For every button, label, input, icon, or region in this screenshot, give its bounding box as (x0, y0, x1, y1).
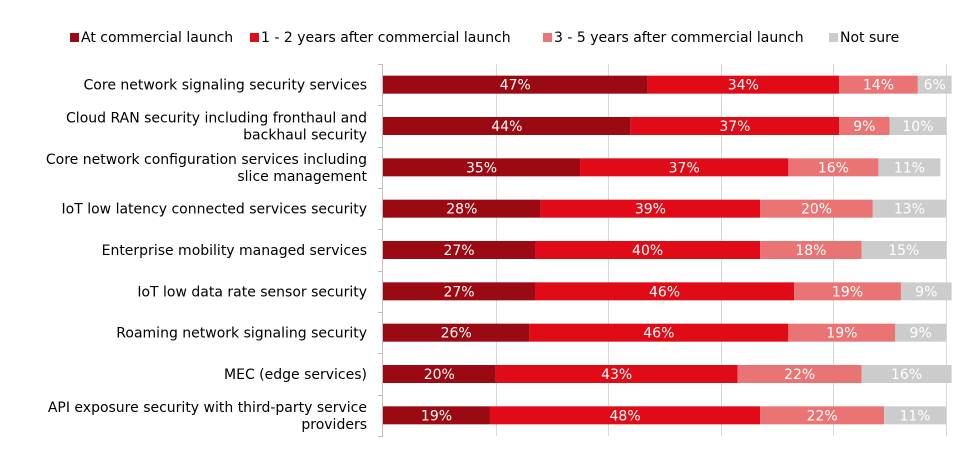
data-label: 13% (894, 202, 925, 218)
bar-segment (383, 117, 631, 135)
bar-segment (889, 117, 946, 135)
chart-legend: At commercial launch 1 - 2 years after co… (0, 27, 960, 49)
data-label: 39% (635, 202, 666, 218)
bar-segment (793, 282, 901, 301)
bar-segment (647, 75, 840, 94)
data-label: 28% (446, 202, 477, 218)
bar-segment (760, 241, 862, 259)
bar-segment (900, 282, 952, 301)
data-label: 9% (910, 326, 932, 342)
bar-segment (489, 406, 761, 425)
bar-segment (495, 365, 738, 383)
bar-segment (529, 323, 789, 342)
data-label: 20% (801, 202, 832, 218)
legend-label: 3 - 5 years after commercial launch (554, 30, 804, 46)
legend-swatch (70, 33, 79, 42)
bar-segment (535, 241, 761, 259)
legend-label: Not sure (840, 30, 899, 46)
category-label: Enterprise mobility managed services (102, 243, 367, 259)
data-label: 18% (795, 243, 826, 259)
bar-segment (861, 365, 952, 383)
data-label: 11% (894, 160, 925, 176)
data-label: 27% (443, 243, 474, 259)
category-label: IoT low latency connected services secur… (62, 202, 367, 218)
legend-swatch (543, 33, 552, 42)
data-label: 46% (649, 284, 680, 300)
bar-segment (383, 365, 496, 383)
category-label: Core network signaling security services (84, 78, 367, 94)
bar-segment (535, 282, 794, 301)
bar-segment (878, 158, 941, 177)
data-label: 14% (863, 78, 894, 94)
data-label: 47% (500, 78, 531, 94)
legend-label: 1 - 2 years after commercial launch (261, 30, 511, 46)
category-label: MEC (edge services) (224, 367, 367, 383)
bar-segment (788, 158, 879, 177)
data-label: 37% (719, 119, 750, 135)
data-label: 48% (610, 408, 641, 424)
data-label: 35% (466, 160, 497, 176)
data-label: 26% (441, 326, 472, 342)
data-label: 37% (669, 160, 700, 176)
bar-segment (760, 199, 873, 218)
data-label: 9% (853, 119, 875, 135)
data-label: 22% (784, 367, 815, 383)
bar-segment (884, 406, 946, 425)
data-label: 10% (902, 119, 933, 135)
legend-swatch (250, 33, 259, 42)
bar-segment (540, 199, 761, 218)
bar-segment (872, 199, 946, 218)
data-label: 16% (891, 367, 922, 383)
bar-segment (383, 241, 536, 259)
bar-segment (383, 75, 648, 94)
bar-segment (737, 365, 862, 383)
data-label: 11% (899, 408, 930, 424)
category-label: IoT low data rate sensor security (137, 284, 367, 300)
bar-segment (383, 282, 536, 301)
data-label: 44% (491, 119, 522, 135)
data-label: 43% (601, 367, 632, 383)
legend-item: 3 - 5 years after commercial launch (543, 30, 804, 46)
data-label: 40% (632, 243, 663, 259)
data-label: 46% (643, 326, 674, 342)
legend-label: At commercial launch (81, 30, 233, 46)
data-label: 15% (888, 243, 919, 259)
category-label: API exposure security with third-party s… (48, 400, 367, 433)
bar-segment (895, 323, 946, 342)
bar-segment (760, 406, 885, 425)
data-label: 19% (832, 284, 863, 300)
bar-segment (788, 323, 896, 342)
bar-segment (839, 75, 918, 94)
legend-swatch (829, 33, 838, 42)
data-label: 9% (915, 284, 937, 300)
data-label: 34% (728, 78, 759, 94)
bar-segment (917, 75, 952, 94)
bar-segment (839, 117, 890, 135)
data-label: 22% (807, 408, 838, 424)
legend-svg: At commercial launch 1 - 2 years after co… (70, 30, 899, 46)
bar-segment (630, 117, 840, 135)
legend-item: At commercial launch (70, 30, 233, 46)
bar-segment (580, 158, 789, 177)
data-label: 16% (818, 160, 849, 176)
bar-segment (383, 158, 581, 177)
bar-segment (383, 199, 541, 218)
data-label: 27% (443, 284, 474, 300)
data-label: 20% (424, 367, 455, 383)
data-label: 19% (826, 326, 857, 342)
bar-segment (383, 406, 490, 425)
bar-segment (383, 323, 530, 342)
data-label: 19% (421, 408, 452, 424)
bar-segment (861, 241, 946, 259)
category-label: Core network configuration services incl… (46, 152, 368, 185)
legend-item: 1 - 2 years after commercial launch (250, 30, 511, 46)
legend-item: Not sure (829, 30, 899, 46)
data-label: 6% (924, 78, 946, 94)
category-label: Cloud RAN security including fronthaul a… (66, 111, 367, 144)
category-label: Roaming network signaling security (116, 326, 367, 342)
